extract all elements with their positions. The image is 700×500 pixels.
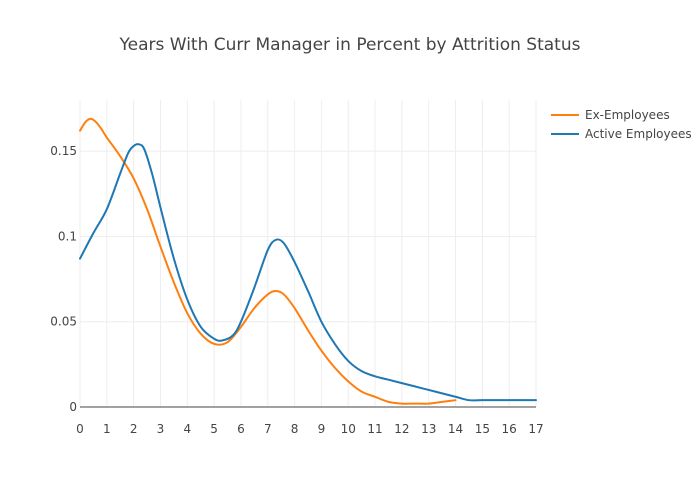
series-lines [79,117,537,405]
y-tick-label: 0 [69,400,77,414]
x-tick-label: 14 [448,422,463,436]
legend-label: Active Employees [585,127,692,141]
x-axis-tick-labels: 0 1 2 3 4 5 6 7 8 9 10 11 12 13 14 15 16 17 [76,422,543,436]
y-grid-lines [80,150,536,323]
x-tick-label: 13 [421,422,436,436]
x-tick-label: 10 [341,422,356,436]
x-tick-label: 11 [367,422,382,436]
x-tick-label: 6 [237,422,245,436]
y-axis-tick-labels: 0 0.05 0.1 0.15 [50,144,77,414]
x-tick-label: 3 [157,422,165,436]
y-tick-label: 0.05 [50,315,77,329]
x-tick-label: 12 [394,422,409,436]
x-tick-label: 15 [475,422,490,436]
series-line-active-employees [79,143,537,402]
legend[interactable]: Ex-Employees Active Employees [551,108,692,141]
x-tick-label: 17 [528,422,543,436]
series-line-ex-employees [79,117,457,405]
y-tick-label: 0.1 [58,229,77,243]
x-tick-label: 2 [130,422,138,436]
x-tick-label: 8 [291,422,299,436]
x-tick-label: 5 [210,422,218,436]
x-tick-label: 9 [318,422,326,436]
x-tick-label: 16 [502,422,517,436]
x-tick-label: 4 [183,422,191,436]
x-tick-label: 1 [103,422,111,436]
x-tick-label: 7 [264,422,272,436]
x-grid-lines [79,100,537,407]
legend-item-active-employees[interactable]: Active Employees [551,127,692,141]
chart-title: Years With Curr Manager in Percent by At… [119,35,581,55]
legend-label: Ex-Employees [585,108,670,122]
legend-item-ex-employees[interactable]: Ex-Employees [551,108,670,122]
y-tick-label: 0.15 [50,144,77,158]
x-tick-label: 0 [76,422,84,436]
